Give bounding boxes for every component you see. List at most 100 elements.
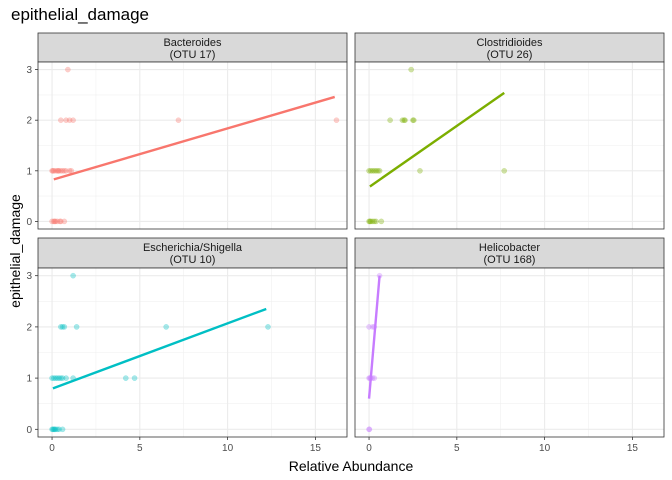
y-axis-title: epithelial_damage: [7, 194, 23, 308]
data-point: [410, 117, 417, 124]
data-point: [63, 167, 69, 174]
data-point: [57, 167, 64, 174]
regression-line: [52, 307, 267, 390]
data-point: [131, 375, 138, 381]
data-point: [333, 117, 340, 124]
data-point: [49, 218, 55, 225]
facet-panels: Bacteroides(OTU 17)0123Clostridioides(OT…: [26, 32, 665, 454]
data-point: [50, 218, 57, 225]
data-point: [57, 375, 64, 381]
y-tick-label: 2: [26, 116, 32, 127]
data-point: [401, 117, 408, 124]
data-point: [61, 218, 68, 225]
data-point: [366, 167, 372, 174]
data-point: [63, 375, 69, 381]
data-point: [378, 218, 385, 225]
data-point: [366, 426, 373, 433]
data-point: [57, 218, 64, 225]
data-point: [402, 117, 408, 124]
data-point: [373, 218, 379, 225]
strip-label-genus: Escherichia/Shigella: [143, 242, 243, 254]
data-point: [49, 167, 55, 174]
y-tick-label: 0: [26, 425, 32, 436]
strip-background: [37, 32, 348, 63]
y-tick-label: 1: [26, 374, 32, 385]
x-tick-label: 0: [366, 443, 372, 454]
data-point: [369, 218, 376, 225]
data-point: [52, 218, 59, 225]
data-point: [54, 375, 61, 381]
facet-panel: Helicobacter(OTU 168) 0 5 10 15: [354, 237, 665, 454]
strip-label-otu: (OTU 10): [170, 254, 216, 266]
data-point: [371, 375, 378, 381]
strip-label-genus: Clostridioides: [476, 37, 543, 49]
data-point: [399, 117, 406, 124]
data-point: [50, 167, 56, 174]
data-point: [50, 375, 57, 381]
data-point: [51, 426, 58, 433]
facet-panel: Clostridioides(OTU 26): [354, 32, 665, 230]
data-point: [61, 167, 68, 174]
data-point: [56, 167, 62, 174]
data-point: [52, 426, 59, 433]
data-point: [367, 218, 374, 225]
data-point: [66, 117, 73, 124]
data-point: [54, 218, 61, 225]
y-tick-label: 2: [26, 322, 32, 333]
panel-border: [37, 61, 348, 230]
data-point: [371, 218, 378, 225]
data-point: [59, 426, 66, 433]
strip-label-otu: (OTU 26): [487, 49, 533, 61]
strip-label-genus: Bacteroides: [163, 37, 222, 49]
chart-title: epithelial_damage: [11, 5, 149, 24]
data-point: [66, 167, 73, 174]
data-point: [73, 324, 80, 330]
data-point: [56, 426, 62, 433]
facet-panel: Bacteroides(OTU 17) 0 1 2 3: [26, 32, 348, 230]
data-point: [50, 426, 56, 433]
data-point: [163, 324, 170, 330]
regression-line: [369, 91, 505, 188]
x-tick-label: 10: [539, 443, 551, 454]
y-tick-label: 0: [26, 217, 32, 228]
data-point: [64, 66, 71, 73]
data-point: [49, 375, 55, 381]
data-point: [59, 324, 66, 330]
data-point: [57, 218, 63, 225]
x-axis-title: Relative Abundance: [289, 458, 414, 474]
data-point: [376, 167, 383, 174]
data-point: [56, 375, 62, 381]
panel-border: [354, 61, 665, 230]
data-point: [501, 167, 508, 174]
data-point: [54, 167, 61, 174]
panel-border: [354, 267, 665, 438]
data-point: [410, 117, 416, 124]
data-point: [369, 167, 376, 174]
strip-background: [354, 237, 665, 269]
facet-panel: Escherichia/Shigella(OTU 10) 0 1 2 3 0 5 10 15: [26, 237, 348, 454]
data-point: [70, 272, 76, 279]
data-point: [52, 167, 59, 174]
data-point: [50, 426, 57, 433]
data-point: [63, 117, 69, 124]
panel-border: [37, 267, 348, 438]
data-point: [50, 167, 57, 174]
data-point: [366, 426, 372, 433]
data-point: [366, 218, 372, 225]
data-point: [59, 375, 66, 381]
data-point: [122, 375, 129, 381]
strip-label-genus: Helicobacter: [479, 242, 540, 254]
strip-label-otu: (OTU 17): [170, 49, 216, 61]
data-point: [265, 324, 271, 330]
data-point: [55, 167, 62, 174]
data-point: [51, 218, 58, 225]
data-point: [417, 167, 423, 174]
data-point: [374, 167, 381, 174]
x-tick-label: 5: [137, 443, 143, 454]
data-point: [387, 117, 393, 124]
strip-background: [354, 32, 665, 63]
data-point: [367, 167, 374, 174]
data-point: [367, 218, 373, 225]
x-tick-label: 15: [310, 443, 322, 454]
